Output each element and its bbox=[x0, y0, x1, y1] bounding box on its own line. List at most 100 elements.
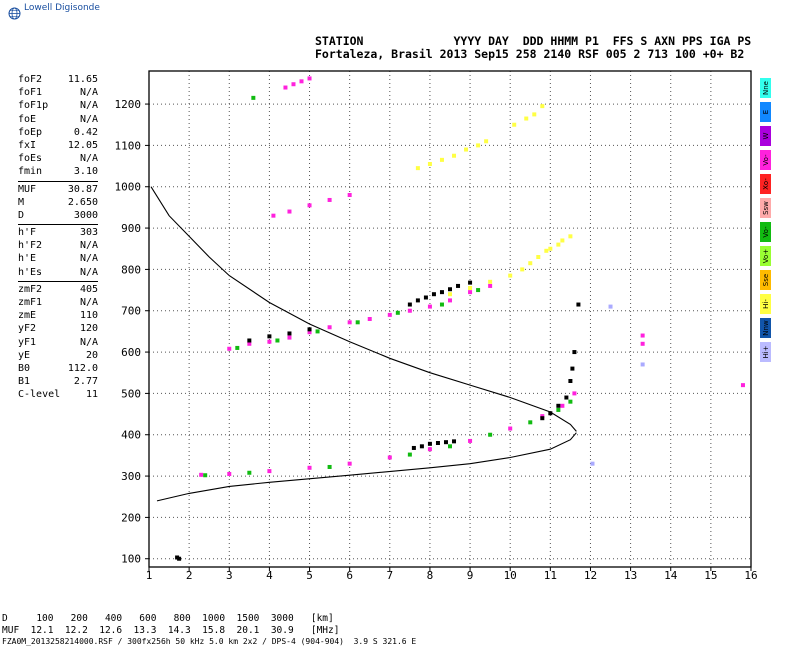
lowell-digisonde-logo-icon bbox=[8, 5, 21, 24]
echo-point bbox=[508, 426, 513, 431]
echo-point bbox=[247, 341, 252, 346]
legend-swatch: Xo- bbox=[760, 174, 771, 194]
legend-swatch: E bbox=[760, 102, 771, 122]
echo-point bbox=[540, 416, 545, 421]
param-value: 405 bbox=[79, 283, 98, 295]
echo-point bbox=[407, 452, 412, 457]
echo-point bbox=[568, 399, 573, 404]
echo-point bbox=[347, 461, 352, 466]
echo-point bbox=[572, 350, 577, 355]
param-value: 303 bbox=[79, 227, 98, 239]
param-row: fxI 12.05 bbox=[18, 139, 98, 152]
echo-point bbox=[528, 420, 533, 425]
param-row: foF1 N/A bbox=[18, 86, 98, 99]
param-row: yF2 120 bbox=[18, 322, 98, 335]
legend-label: E bbox=[761, 109, 770, 115]
param-name: zmE bbox=[18, 310, 37, 322]
echo-point bbox=[548, 411, 553, 416]
param-value: 2.77 bbox=[73, 376, 98, 388]
polarization-legend: Nne E W Vo- Xo- Ssw Vo- Vo+ Sse Hi- Nnw Hi+ bbox=[760, 78, 771, 366]
param-value: 11.65 bbox=[67, 74, 98, 85]
param-name: fxI bbox=[18, 139, 37, 151]
x-tick-label: 9 bbox=[467, 569, 474, 582]
echo-point bbox=[524, 116, 529, 121]
echo-point bbox=[640, 362, 645, 367]
muf-table-distance-row: D 100 200 400 600 800 1000 1500 3000 [km… bbox=[2, 613, 334, 624]
legend-label: Sse bbox=[761, 273, 770, 287]
echo-point bbox=[307, 203, 312, 208]
param-name: M bbox=[18, 196, 25, 208]
param-value: 3000 bbox=[73, 209, 98, 221]
legend-swatch: Vo- bbox=[760, 150, 771, 170]
plot-frame bbox=[148, 70, 752, 568]
legend-swatch: Vo- bbox=[760, 222, 771, 242]
echo-point bbox=[476, 143, 481, 148]
y-tick-label: 700 bbox=[121, 305, 141, 318]
echo-point bbox=[307, 465, 312, 470]
echo-point bbox=[175, 555, 180, 560]
echo-point bbox=[271, 213, 276, 218]
echo-point bbox=[556, 407, 561, 412]
param-value: 20 bbox=[85, 349, 98, 361]
echo-point bbox=[556, 403, 561, 408]
param-name: B0 bbox=[18, 362, 31, 374]
header-values: Fortaleza, Brasil 2013 Sep15 258 2140 RS… bbox=[315, 47, 745, 61]
y-tick-label: 800 bbox=[121, 263, 141, 276]
legend-swatch: Hi- bbox=[760, 294, 771, 314]
x-tick-label: 16 bbox=[744, 569, 757, 582]
echo-point bbox=[203, 473, 208, 478]
echo-point bbox=[387, 312, 392, 317]
header-labels: STATION YYYY DAY DDD HHMM P1 FFS S AXN P… bbox=[315, 34, 752, 48]
file-info-footer: FZA0M_2013258214000.RSF / 300fx256h 50 k… bbox=[2, 637, 417, 646]
param-name: C-level bbox=[18, 389, 61, 401]
echo-point bbox=[560, 403, 565, 408]
echo-point bbox=[327, 464, 332, 469]
y-tick-label: 100 bbox=[121, 553, 141, 566]
param-value: N/A bbox=[79, 336, 98, 348]
x-tick-label: 13 bbox=[624, 569, 637, 582]
y-tick-label: 1200 bbox=[115, 98, 142, 111]
x-tick-label: 7 bbox=[386, 569, 393, 582]
echo-point bbox=[468, 438, 473, 443]
x-tick-label: 15 bbox=[704, 569, 717, 582]
legend-swatch: Ssw bbox=[760, 198, 771, 218]
legend-swatch: W bbox=[760, 126, 771, 146]
echo-point bbox=[419, 444, 424, 449]
param-value: N/A bbox=[79, 87, 98, 99]
legend-swatch: Nne bbox=[760, 78, 771, 98]
param-row: MUF 30.87 bbox=[18, 183, 98, 196]
echo-point bbox=[423, 295, 428, 300]
legend-label: Hi- bbox=[761, 299, 770, 309]
param-value: 11 bbox=[85, 389, 98, 401]
param-name: foEp bbox=[18, 126, 43, 138]
echo-point bbox=[275, 338, 280, 343]
echo-point bbox=[247, 338, 252, 343]
echo-point bbox=[267, 339, 272, 344]
param-row: h'F2 N/A bbox=[18, 239, 98, 252]
legend-label: Vo- bbox=[761, 154, 770, 166]
echo-point bbox=[464, 147, 469, 152]
echo-point bbox=[291, 82, 296, 87]
echo-point bbox=[235, 345, 240, 350]
legend-label: Vo+ bbox=[761, 248, 770, 264]
muf-table-muf-row: MUF 12.1 12.2 12.6 13.3 14.3 15.8 20.1 3… bbox=[2, 625, 340, 636]
param-row: foEp 0.42 bbox=[18, 126, 98, 139]
legend-swatch: Nnw bbox=[760, 318, 771, 338]
echo-point bbox=[439, 302, 444, 307]
echo-point bbox=[307, 327, 312, 332]
param-row: D 3000 bbox=[18, 209, 98, 222]
echo-point bbox=[251, 95, 256, 100]
legend-label: Xo- bbox=[761, 178, 770, 190]
param-row: B1 2.77 bbox=[18, 375, 98, 388]
echo-point bbox=[540, 104, 545, 109]
echo-point bbox=[439, 290, 444, 295]
param-name: foF1 bbox=[18, 87, 43, 99]
param-row: h'F 303 bbox=[18, 226, 98, 239]
x-tick-label: 4 bbox=[266, 569, 273, 582]
echo-point bbox=[431, 292, 436, 297]
echo-point bbox=[387, 455, 392, 460]
legend-label: Ssw bbox=[761, 201, 770, 215]
echo-point bbox=[267, 469, 272, 474]
legend-label: Vo- bbox=[761, 226, 770, 238]
params-separator bbox=[18, 280, 98, 282]
